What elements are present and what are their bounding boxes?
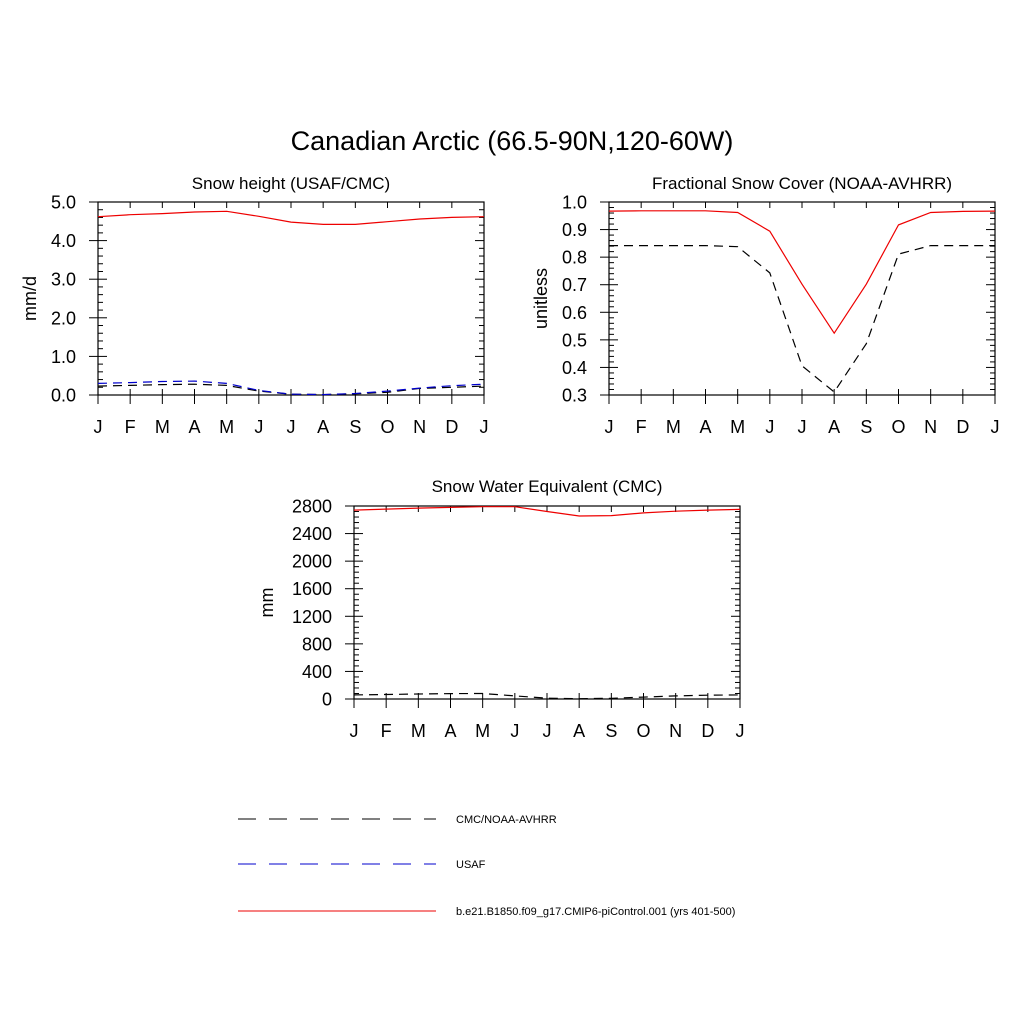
x-tick-label: A	[188, 417, 200, 437]
x-tick-label: S	[349, 417, 361, 437]
x-tick-label: S	[860, 417, 872, 437]
plot-frame	[608, 201, 996, 396]
panels: Snow height (USAF/CMC)mm/dJ F M A M J J A S O N D J0…	[20, 174, 1000, 741]
y-tick-label: 400	[302, 662, 332, 682]
x-tick-label: M	[411, 721, 426, 741]
x-tick-label: J	[510, 721, 519, 741]
x-tick-label: O	[636, 721, 650, 741]
x-tick-label: O	[380, 417, 394, 437]
y-tick-label: 2.0	[51, 308, 76, 328]
y-tick-label: 800	[302, 634, 332, 654]
x-tick-label: J	[765, 417, 774, 437]
y-tick-label: 0.3	[562, 386, 587, 406]
plot-frame	[353, 505, 741, 700]
y-tick-label: 0.9	[562, 220, 587, 240]
chart-panel: Fractional Snow Cover (NOAA-AVHRR) unitle…	[531, 174, 1000, 437]
y-tick-label: 2400	[292, 524, 332, 544]
x-tick-label: D	[445, 417, 458, 437]
x-tick-label: J	[991, 417, 1000, 437]
series-line	[608, 210, 996, 335]
series-line	[97, 380, 485, 396]
y-tick-label: 0.5	[562, 330, 587, 350]
x-tick-label: J	[798, 417, 807, 437]
x-tick-label: A	[699, 417, 711, 437]
series-line	[353, 506, 741, 517]
chart-title: Snow height (USAF/CMC)	[192, 174, 390, 193]
legend: CMC/NOAA-AVHRR USAF b.e21.B1850.f09_g17.CM…	[238, 814, 735, 918]
y-tick-label: 0.7	[562, 275, 587, 295]
y-tick-label: 0.4	[562, 358, 587, 378]
x-tick-label: A	[317, 417, 329, 437]
x-tick-label: O	[891, 417, 905, 437]
y-tick-label: 1.0	[562, 193, 587, 213]
x-tick-label: N	[413, 417, 426, 437]
x-tick-label: F	[636, 417, 647, 437]
x-tick-label: F	[381, 721, 392, 741]
x-tick-label: J	[543, 721, 552, 741]
y-tick-label: 5.0	[51, 193, 76, 213]
legend-label: CMC/NOAA-AVHRR	[456, 814, 557, 826]
series-line	[353, 692, 741, 700]
x-tick-label: S	[605, 721, 617, 741]
x-tick-label: A	[444, 721, 456, 741]
y-tick-label: 1600	[292, 579, 332, 599]
y-tick-label: 0	[322, 690, 332, 710]
y-tick-label: 1.0	[51, 347, 76, 367]
x-tick-label: J	[480, 417, 489, 437]
x-tick-label: A	[573, 721, 585, 741]
x-tick-label: M	[219, 417, 234, 437]
x-tick-label: N	[669, 721, 682, 741]
x-tick-label: D	[701, 721, 714, 741]
y-tick-label: 0.8	[562, 248, 587, 268]
x-tick-label: J	[254, 417, 263, 437]
y-axis-label: unitless	[531, 268, 551, 329]
y-tick-label: 2800	[292, 497, 332, 517]
y-tick-label: 0.6	[562, 303, 587, 323]
x-tick-label: D	[956, 417, 969, 437]
y-tick-label: 2000	[292, 552, 332, 572]
x-tick-label: M	[475, 721, 490, 741]
series-line	[609, 245, 995, 393]
chart-panel: Snow Water Equivalent (CMC)mmJ F M A M J J A S O N…	[257, 477, 745, 741]
y-tick-label: 0.0	[51, 386, 76, 406]
x-tick-label: J	[94, 417, 103, 437]
plot-frame	[97, 201, 485, 396]
x-tick-label: J	[350, 721, 359, 741]
x-tick-label: J	[605, 417, 614, 437]
y-tick-label: 3.0	[51, 270, 76, 290]
x-tick-label: N	[924, 417, 937, 437]
series-line	[97, 210, 485, 225]
x-tick-label: M	[730, 417, 745, 437]
x-tick-label: J	[736, 721, 745, 741]
x-tick-label: M	[666, 417, 681, 437]
x-tick-label: M	[155, 417, 170, 437]
y-axis-label: mm/d	[20, 276, 40, 321]
y-axis-label: mm	[257, 588, 277, 618]
y-tick-label: 1200	[292, 607, 332, 627]
chart-title: Fractional Snow Cover (NOAA-AVHRR)	[652, 174, 952, 193]
legend-label: USAF	[456, 859, 486, 871]
x-tick-label: A	[828, 417, 840, 437]
legend-label: b.e21.B1850.f09_g17.CMIP6-piControl.001 …	[456, 906, 735, 918]
chart-panel: Snow height (USAF/CMC)mm/dJ F M A M J J A S O N D J0…	[20, 174, 489, 437]
y-tick-label: 4.0	[51, 231, 76, 251]
x-tick-label: F	[125, 417, 136, 437]
x-tick-label: J	[287, 417, 296, 437]
chart-title: Snow Water Equivalent (CMC)	[432, 477, 663, 496]
main-title: Canadian Arctic (66.5-90N,120-60W)	[291, 126, 734, 156]
